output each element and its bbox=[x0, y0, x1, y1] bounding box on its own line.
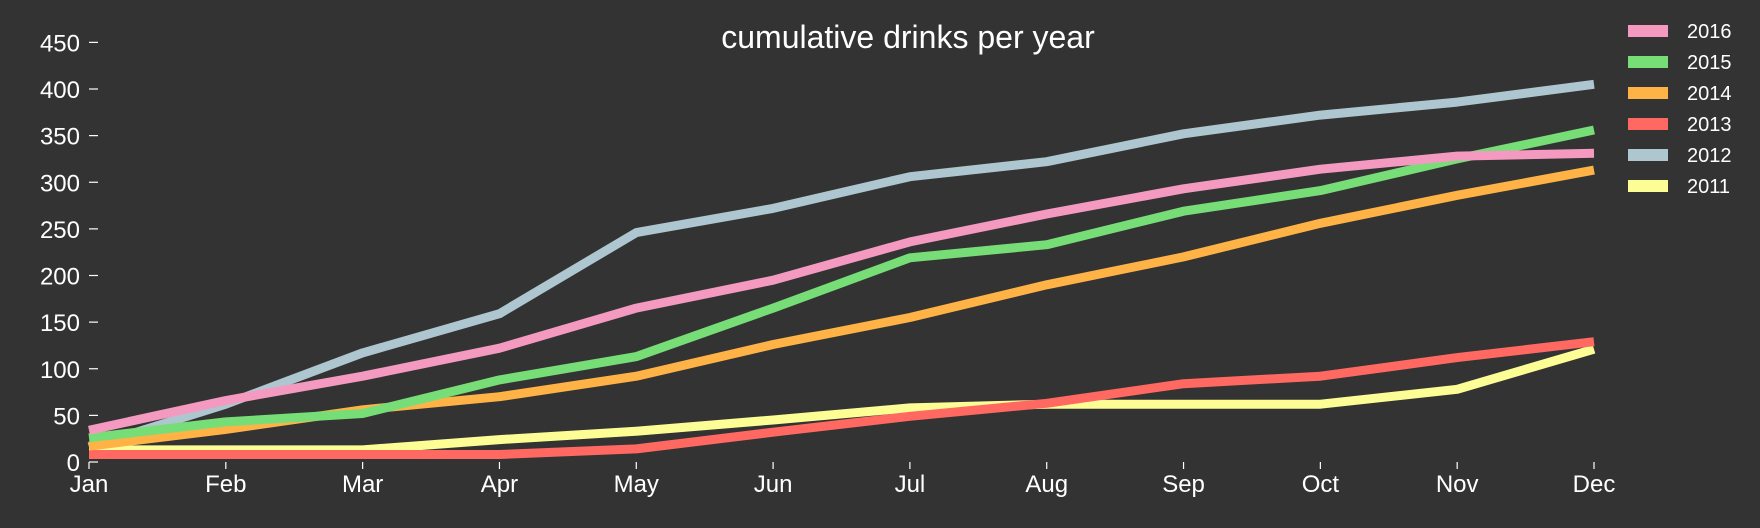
x-tick-label-oct: Oct bbox=[1302, 471, 1340, 498]
plot-area bbox=[87, 79, 1596, 459]
x-tick-label-dec: Dec bbox=[1573, 471, 1616, 498]
legend: 2016 2015 2014 2013 2012 2011 bbox=[1628, 21, 1732, 198]
series-line-2011 bbox=[89, 344, 1596, 455]
y-axis: 0 50 100 150 200 250 300 350 400 450 bbox=[40, 30, 98, 477]
x-tick-label-jan: Jan bbox=[70, 471, 109, 498]
legend-swatch-2015 bbox=[1628, 56, 1668, 68]
chart-title: cumulative drinks per year bbox=[721, 19, 1095, 55]
y-tick-label-250: 250 bbox=[40, 217, 80, 244]
y-tick-label-100: 100 bbox=[40, 357, 80, 384]
legend-swatch-2011 bbox=[1628, 180, 1668, 192]
y-tick-label-150: 150 bbox=[40, 310, 80, 337]
legend-label-2014: 2014 bbox=[1687, 83, 1732, 105]
x-tick-label-mar: Mar bbox=[342, 471, 383, 498]
series-line-2015 bbox=[88, 125, 1595, 443]
x-tick-label-may: May bbox=[614, 471, 659, 498]
series-line-2014 bbox=[88, 165, 1595, 451]
legend-label-2016: 2016 bbox=[1687, 21, 1732, 43]
x-tick-label-sep: Sep bbox=[1162, 471, 1205, 498]
series-line-2016 bbox=[88, 148, 1595, 435]
y-tick-label-450: 450 bbox=[40, 30, 80, 57]
legend-label-2015: 2015 bbox=[1687, 52, 1732, 74]
y-tick-label-0: 0 bbox=[67, 450, 80, 477]
legend-label-2013: 2013 bbox=[1687, 114, 1732, 136]
series-line-2013 bbox=[89, 337, 1595, 459]
y-tick-label-350: 350 bbox=[40, 124, 80, 151]
legend-swatch-2012 bbox=[1628, 149, 1668, 161]
x-tick-label-aug: Aug bbox=[1025, 471, 1068, 498]
y-tick-label-200: 200 bbox=[40, 264, 80, 291]
legend-label-2011: 2011 bbox=[1687, 176, 1730, 198]
legend-swatch-2016 bbox=[1628, 25, 1668, 37]
legend-swatch-2014 bbox=[1628, 87, 1668, 99]
x-tick-label-jun: Jun bbox=[754, 471, 793, 498]
legend-label-2012: 2012 bbox=[1687, 145, 1732, 167]
x-tick-label-apr: Apr bbox=[481, 471, 518, 498]
x-tick-label-jul: Jul bbox=[895, 471, 926, 498]
y-tick-label-300: 300 bbox=[40, 170, 80, 197]
series-line-2012 bbox=[87, 79, 1595, 452]
legend-swatch-2013 bbox=[1628, 118, 1668, 130]
x-tick-label-feb: Feb bbox=[205, 471, 246, 498]
x-axis: Jan Feb Mar Apr May Jun Jul Aug Sep Oct Nov Dec bbox=[70, 462, 1616, 498]
y-tick-label-400: 400 bbox=[40, 77, 80, 104]
y-tick-label-50: 50 bbox=[53, 403, 80, 430]
x-tick-label-nov: Nov bbox=[1436, 471, 1479, 498]
